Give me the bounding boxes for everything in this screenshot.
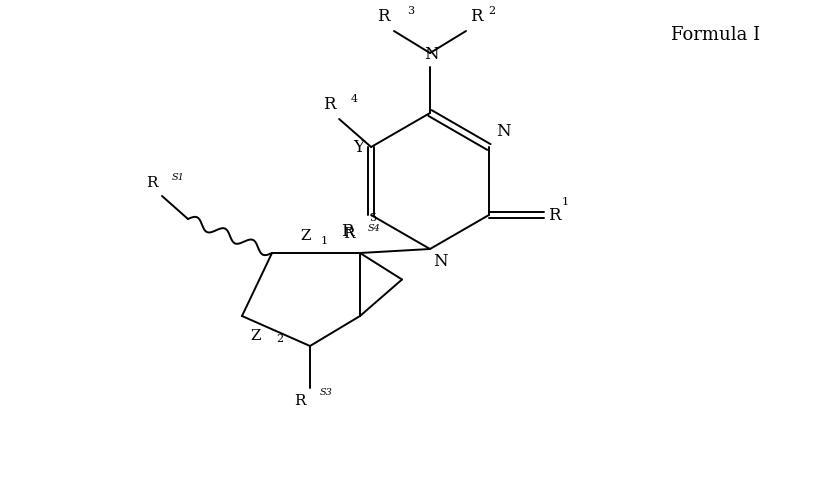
Text: R: R <box>378 8 390 25</box>
Text: R: R <box>470 8 483 25</box>
Text: N: N <box>496 123 511 140</box>
Text: N: N <box>424 46 438 63</box>
Text: 2: 2 <box>276 334 283 344</box>
Text: Formula I: Formula I <box>671 26 760 44</box>
Text: Z: Z <box>251 329 261 343</box>
Text: 5: 5 <box>370 213 377 223</box>
Text: 1: 1 <box>321 236 328 246</box>
Text: R: R <box>341 223 353 240</box>
Text: R: R <box>147 176 158 190</box>
Text: R: R <box>323 96 335 113</box>
Text: Z: Z <box>300 229 311 243</box>
Text: S4: S4 <box>368 224 381 233</box>
Text: R: R <box>295 394 306 408</box>
Text: 2: 2 <box>488 6 495 16</box>
Text: R: R <box>548 207 560 223</box>
Text: R: R <box>343 227 355 241</box>
Text: S1: S1 <box>172 173 185 182</box>
Text: 3: 3 <box>407 6 414 16</box>
Text: Y: Y <box>353 138 364 156</box>
Text: S3: S3 <box>320 388 332 397</box>
Text: 1: 1 <box>562 197 569 207</box>
Text: 4: 4 <box>351 94 358 104</box>
Text: N: N <box>433 253 448 270</box>
